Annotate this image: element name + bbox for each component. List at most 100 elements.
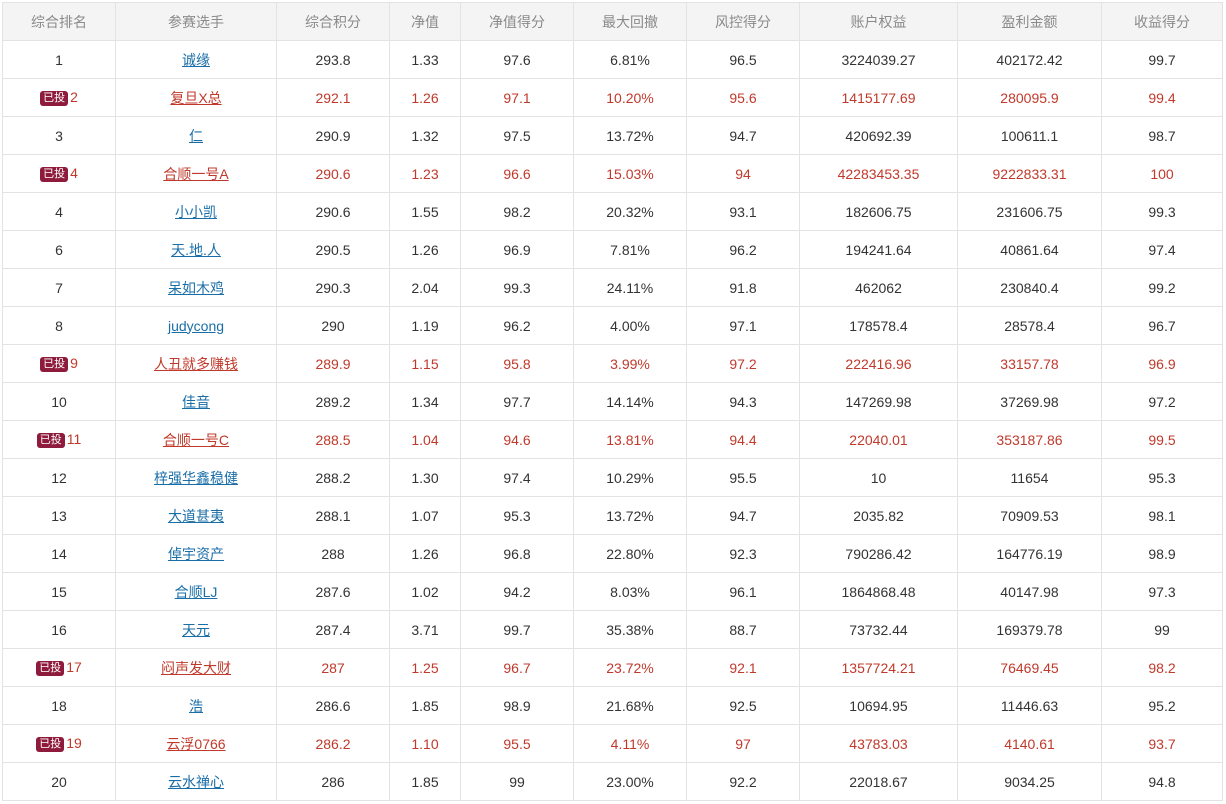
rank-cell: 7 <box>2 268 116 307</box>
player-cell: 天元 <box>115 610 277 649</box>
player-link[interactable]: judycong <box>167 317 225 334</box>
account-equity-cell: 2035.82 <box>799 496 958 535</box>
profit-amount-cell: 76469.45 <box>957 648 1102 687</box>
risk-score-cell: 95.5 <box>686 458 800 497</box>
rank-value: 16 <box>51 621 67 638</box>
rank-value: 1 <box>55 51 63 68</box>
player-link[interactable]: 天元 <box>182 621 210 638</box>
header-max-drawdown[interactable]: 最大回撤 <box>573 2 687 41</box>
nav-cell: 1.25 <box>389 648 461 687</box>
rank-cell: 已投 2 <box>2 78 116 117</box>
table-row: 已投 11 合顺一号C 288.5 1.04 94.6 13.81% 94.4 22040.01… <box>2 420 1223 459</box>
nav-score-cell: 95.5 <box>460 724 574 763</box>
player-link[interactable]: 倬宇资产 <box>168 545 224 562</box>
player-cell: 天.地.人 <box>115 230 277 269</box>
player-link[interactable]: 呆如木鸡 <box>168 279 224 296</box>
header-total-score[interactable]: 综合积分 <box>276 2 390 41</box>
account-equity-cell: 3224039.27 <box>799 40 958 79</box>
player-cell: 云水禅心 <box>115 762 277 801</box>
player-link[interactable]: 佳音 <box>182 393 210 410</box>
profit-amount-cell: 280095.9 <box>957 78 1102 117</box>
account-equity-cell: 10 <box>799 458 958 497</box>
header-rank[interactable]: 综合排名 <box>2 2 116 41</box>
player-link[interactable]: 小小凯 <box>175 203 217 220</box>
risk-score-cell: 91.8 <box>686 268 800 307</box>
header-player[interactable]: 参赛选手 <box>115 2 277 41</box>
account-equity-cell: 43783.03 <box>799 724 958 763</box>
total-score-cell: 288 <box>276 534 390 573</box>
player-cell: 人丑就多赚钱 <box>115 344 277 383</box>
return-score-cell: 97.3 <box>1101 572 1223 611</box>
table-row: 7 呆如木鸡 290.3 2.04 99.3 24.11% 91.8 462062 230840… <box>2 268 1223 307</box>
risk-score-cell: 96.5 <box>686 40 800 79</box>
total-score-cell: 287.6 <box>276 572 390 611</box>
nav-cell: 1.85 <box>389 762 461 801</box>
player-cell: 浩 <box>115 686 277 725</box>
account-equity-cell: 178578.4 <box>799 306 958 345</box>
return-score-cell: 97.2 <box>1101 382 1223 421</box>
max-drawdown-cell: 21.68% <box>573 686 687 725</box>
header-nav[interactable]: 净值 <box>389 2 461 41</box>
risk-score-cell: 95.6 <box>686 78 800 117</box>
max-drawdown-cell: 35.38% <box>573 610 687 649</box>
invested-badge: 已投 <box>40 167 69 182</box>
risk-score-cell: 94.4 <box>686 420 800 459</box>
player-link[interactable]: 复旦X总 <box>170 89 222 106</box>
table-row: 10 佳音 289.2 1.34 97.7 14.14% 94.3 147269.98 3726… <box>2 382 1223 421</box>
invested-badge: 已投 <box>36 737 65 752</box>
rank-cell: 12 <box>2 458 116 497</box>
max-drawdown-cell: 13.72% <box>573 116 687 155</box>
risk-score-cell: 97 <box>686 724 800 763</box>
nav-score-cell: 99.3 <box>460 268 574 307</box>
nav-score-cell: 97.6 <box>460 40 574 79</box>
table-header-row: 综合排名 参赛选手 综合积分 净值 净值得分 最大回撤 风控得分 账户权益 盈利… <box>2 2 1223 41</box>
player-link[interactable]: 仁 <box>189 127 203 144</box>
max-drawdown-cell: 23.00% <box>573 762 687 801</box>
nav-score-cell: 96.6 <box>460 154 574 193</box>
player-link[interactable]: 云水禅心 <box>168 773 224 790</box>
total-score-cell: 290.3 <box>276 268 390 307</box>
max-drawdown-cell: 24.11% <box>573 268 687 307</box>
account-equity-cell: 10694.95 <box>799 686 958 725</box>
total-score-cell: 293.8 <box>276 40 390 79</box>
player-cell: 小小凯 <box>115 192 277 231</box>
rank-value: 6 <box>55 241 63 258</box>
player-link[interactable]: 合顺LJ <box>174 583 218 600</box>
header-profit-amount[interactable]: 盈利金额 <box>957 2 1102 41</box>
header-account-equity[interactable]: 账户权益 <box>799 2 958 41</box>
rank-cell: 6 <box>2 230 116 269</box>
nav-cell: 1.85 <box>389 686 461 725</box>
player-link[interactable]: 浩 <box>189 697 203 714</box>
nav-score-cell: 94.2 <box>460 572 574 611</box>
profit-amount-cell: 37269.98 <box>957 382 1102 421</box>
nav-score-cell: 97.4 <box>460 458 574 497</box>
header-risk-score[interactable]: 风控得分 <box>686 2 800 41</box>
account-equity-cell: 222416.96 <box>799 344 958 383</box>
rank-cell: 14 <box>2 534 116 573</box>
player-link[interactable]: 诚缘 <box>182 51 210 68</box>
nav-cell: 1.15 <box>389 344 461 383</box>
return-score-cell: 94.8 <box>1101 762 1223 801</box>
nav-score-cell: 97.5 <box>460 116 574 155</box>
player-link[interactable]: 梓强华鑫稳健 <box>154 469 238 486</box>
risk-score-cell: 92.5 <box>686 686 800 725</box>
player-cell: 仁 <box>115 116 277 155</box>
player-link[interactable]: 人丑就多赚钱 <box>154 355 238 372</box>
return-score-cell: 97.4 <box>1101 230 1223 269</box>
player-link[interactable]: 合顺一号A <box>163 165 229 182</box>
max-drawdown-cell: 4.00% <box>573 306 687 345</box>
header-return-score[interactable]: 收益得分 <box>1101 2 1223 41</box>
max-drawdown-cell: 13.81% <box>573 420 687 459</box>
player-link[interactable]: 云浮0766 <box>166 735 226 752</box>
rank-value: 15 <box>51 583 67 600</box>
nav-score-cell: 95.3 <box>460 496 574 535</box>
header-nav-score[interactable]: 净值得分 <box>460 2 574 41</box>
player-link[interactable]: 天.地.人 <box>171 241 221 258</box>
rank-cell: 18 <box>2 686 116 725</box>
player-link[interactable]: 大道甚夷 <box>168 507 224 524</box>
player-link[interactable]: 闷声发大财 <box>161 659 231 676</box>
invested-badge: 已投 <box>40 91 69 106</box>
total-score-cell: 289.2 <box>276 382 390 421</box>
player-link[interactable]: 合顺一号C <box>162 431 230 448</box>
